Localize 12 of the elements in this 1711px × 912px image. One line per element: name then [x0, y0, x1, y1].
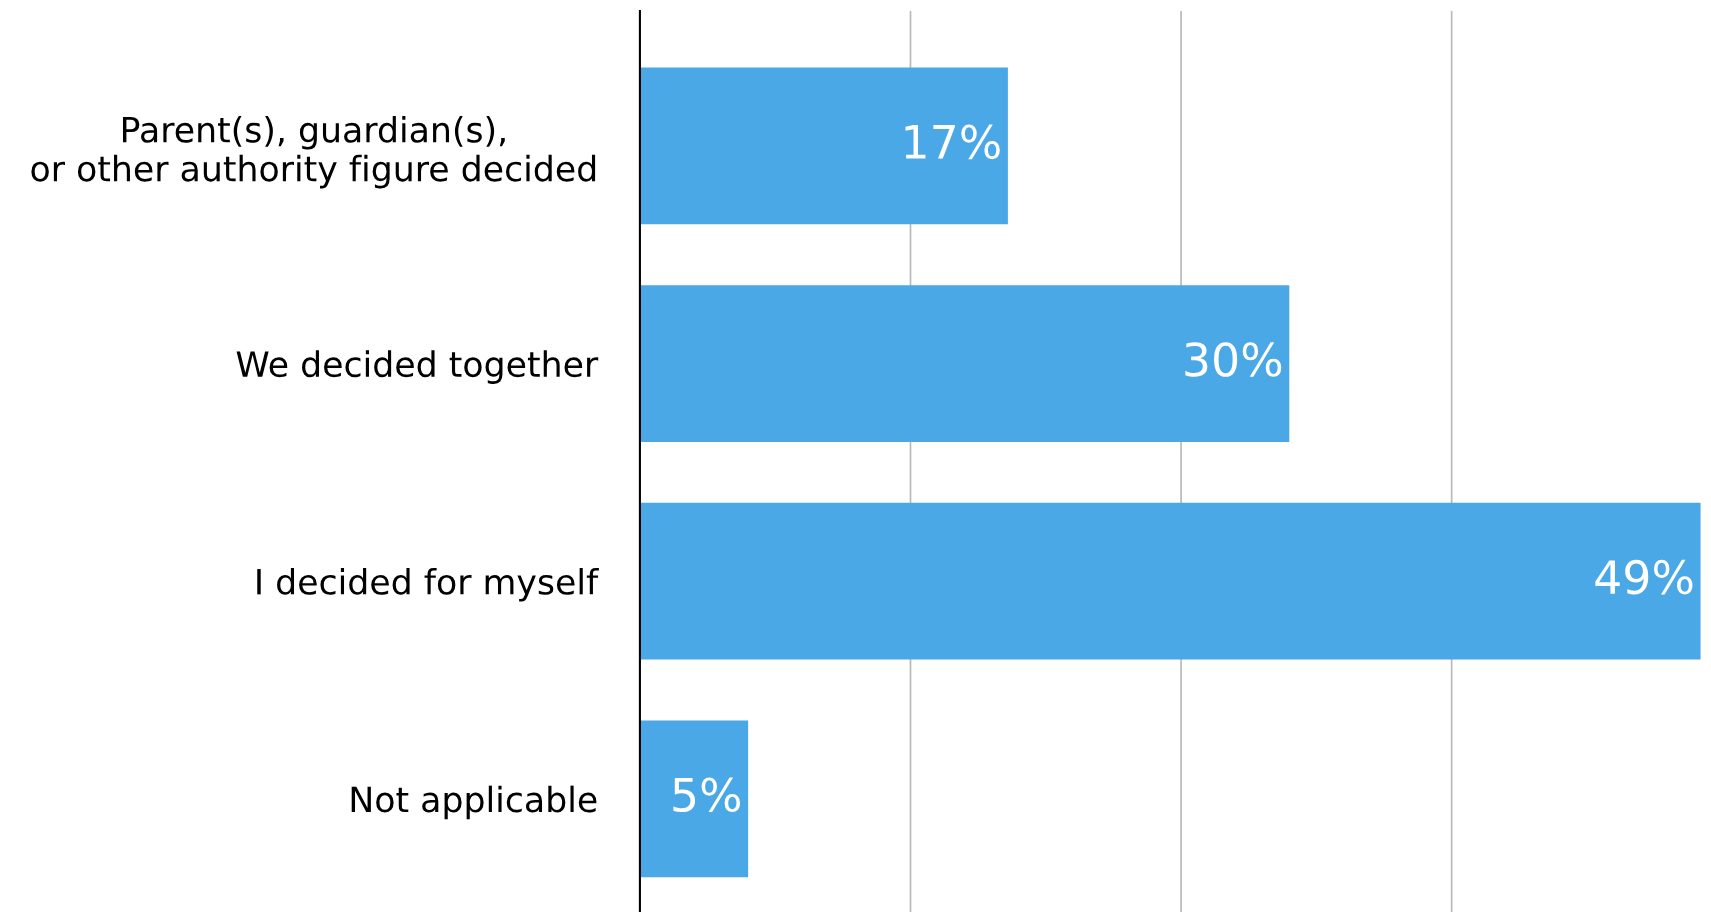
- data-label: 49%: [1595, 559, 1693, 595]
- y-tick-label: Not applicable: [351, 785, 597, 820]
- bar: [639, 285, 1290, 442]
- data-label: 5%: [673, 777, 741, 813]
- bar: [639, 502, 1701, 660]
- y-tick-label: Parent(s), guardian(s), or other authority figure decided: [31, 115, 596, 189]
- y-tick-label: I decided for myself: [257, 567, 599, 602]
- data-label: 30%: [1185, 342, 1282, 377]
- bar: [639, 67, 1008, 225]
- data-label: 17%: [905, 124, 1000, 160]
- y-tick-label: We decided together: [236, 350, 599, 384]
- bar: [639, 720, 749, 878]
